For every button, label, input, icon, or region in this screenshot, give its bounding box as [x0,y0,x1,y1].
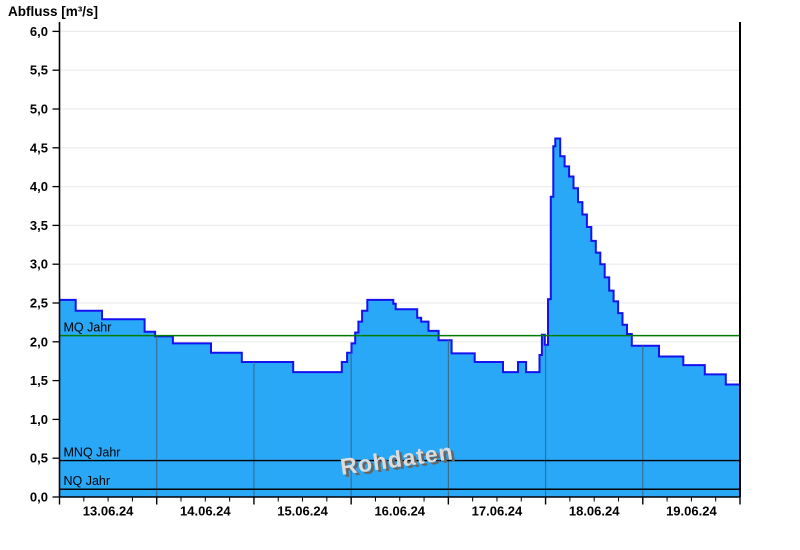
y-tick-label: 0,0 [30,490,48,505]
area-outline [59,137,740,386]
y-tick-label: 1,5 [30,373,48,388]
axes: 0,0 0,5 1,0 1,5 2,0 2,5 3,0 3,5 4,0 4,5 5,0 5,5 6,0 1… [30,22,741,519]
x-tick-label: 16.06.24 [374,504,425,519]
x-tick-label: 13.06.24 [83,504,134,519]
chart-title: Abfluss [m³/s] [8,4,99,19]
x-tick-label: 15.06.24 [277,504,328,519]
discharge-area-series [59,137,740,497]
y-tick-label: 1,0 [30,412,48,427]
x-tick-label: 14.06.24 [180,504,231,519]
area-fill [59,138,740,497]
y-tick-label: 2,0 [30,334,48,349]
y-tick-label: 3,0 [30,257,48,272]
reference-line-label: NQ Jahr [64,474,111,488]
x-tick-label: 19.06.24 [666,504,717,519]
y-tick-label: 2,5 [30,296,48,311]
y-tick-label: 5,5 [30,63,48,78]
y-tick-label: 6,0 [30,24,48,39]
y-tick-label: 0,5 [30,451,48,466]
y-tick-label: 3,5 [30,218,48,233]
reference-line-label: MQ Jahr [64,321,112,335]
x-tick-label: 18.06.24 [569,504,620,519]
y-tick-label: 4,0 [30,179,48,194]
reference-lines: MQ Jahr MNQ Jahr NQ Jahr [59,321,740,490]
y-tick-label: 5,0 [30,102,48,117]
reference-line-label: MNQ Jahr [64,446,121,460]
x-tick-label: 17.06.24 [472,504,523,519]
y-tick-label: 4,5 [30,140,48,155]
